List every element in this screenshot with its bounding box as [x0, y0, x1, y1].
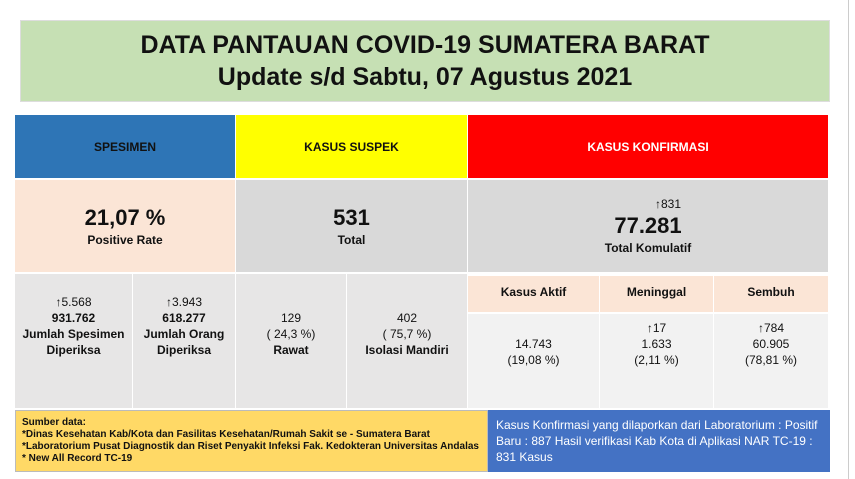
- source-line: *Laboratorium Pusat Diagnostik dan Riset…: [22, 441, 479, 452]
- konfirmasi-header: KASUS KONFIRMASI: [468, 115, 828, 178]
- label: Kasus Aktif: [500, 285, 567, 299]
- sources-title: Sumber data:: [22, 417, 86, 428]
- header: DATA PANTAUAN COVID-19 SUMATERA BARAT Up…: [20, 20, 830, 102]
- total-label: Total Komulatif: [604, 241, 692, 255]
- edge-line: [848, 0, 849, 479]
- percent: ( 24,3 %): [266, 327, 316, 341]
- konfirmasi-item: 14.743 (19,08 %): [468, 314, 599, 408]
- percent: (78,81 %): [744, 353, 798, 367]
- label: Jumlah Spesimen Diperiksa: [22, 327, 125, 357]
- value: 14.743: [515, 337, 552, 351]
- label: KASUS SUSPEK: [304, 139, 399, 154]
- konfirmasi-total-box: ↑831 77.281 Total Komulatif: [468, 180, 828, 272]
- spesimen-header: SPESIMEN: [15, 115, 235, 178]
- change: ↑17: [646, 321, 667, 335]
- label: Isolasi Mandiri: [365, 343, 449, 357]
- total: 77.281: [614, 213, 682, 238]
- percent: (19,08 %): [507, 353, 560, 367]
- change: ↑784: [757, 321, 785, 335]
- spesimen-item: ↑5.568 931.762 Jumlah Spesimen Diperiksa: [15, 274, 132, 408]
- suspek-header: KASUS SUSPEK: [236, 115, 467, 178]
- spesimen-item: ↑3.943 618.277 Jumlah Orang Diperiksa: [133, 274, 235, 408]
- note: Kasus Konfirmasi yang dilaporkan dari La…: [488, 410, 830, 472]
- konfirmasi-item: ↑784 60.905 (78,81 %): [714, 314, 828, 408]
- value: 1.633: [641, 337, 672, 351]
- item-header: Meninggal: [600, 276, 713, 312]
- sources: Sumber data: *Dinas Kesehatan Kab/Kota d…: [15, 410, 488, 472]
- percent: ( 75,7 %): [382, 327, 432, 341]
- title: DATA PANTAUAN COVID-19 SUMATERA BARAT: [140, 31, 710, 59]
- suspek-item: 129 ( 24,3 %) Rawat: [236, 274, 346, 408]
- rate: 21,07 %: [84, 205, 166, 230]
- suspek-item: 402 ( 75,7 %) Isolasi Mandiri: [347, 274, 467, 408]
- rate-box: 21,07 % Positive Rate: [15, 180, 235, 272]
- percent: (2,11 %): [634, 353, 679, 367]
- note-text: Kasus Konfirmasi yang dilaporkan dari La…: [496, 418, 818, 464]
- label: Sembuh: [747, 285, 795, 299]
- value: 60.905: [752, 337, 790, 351]
- rate-label: Positive Rate: [87, 233, 163, 247]
- source-line: * New All Record TC-19: [22, 453, 133, 464]
- change: ↑831: [654, 197, 682, 211]
- value: 402: [396, 311, 418, 325]
- label: SPESIMEN: [93, 139, 156, 154]
- source-line: *Dinas Kesehatan Kab/Kota dan Fasilitas …: [22, 429, 430, 440]
- konfirmasi-item: ↑17 1.633 (2,11 %): [600, 314, 713, 408]
- item-header: Kasus Aktif: [468, 276, 599, 312]
- label: Jumlah Orang Diperiksa: [143, 327, 225, 357]
- label: Rawat: [273, 343, 309, 357]
- item-header: Sembuh: [714, 276, 828, 312]
- value: 618.277: [162, 311, 206, 325]
- total: 531: [333, 205, 370, 230]
- change: ↑5.568: [55, 295, 92, 309]
- value: 129: [280, 311, 302, 325]
- value: 931.762: [51, 311, 96, 325]
- subtitle: Update s/d Sabtu, 07 Agustus 2021: [217, 63, 633, 91]
- label: Meninggal: [626, 285, 687, 299]
- suspek-total-box: 531 Total: [236, 180, 467, 272]
- change: ↑3.943: [165, 295, 203, 309]
- label: KASUS KONFIRMASI: [587, 139, 709, 154]
- total-label: Total: [337, 233, 366, 247]
